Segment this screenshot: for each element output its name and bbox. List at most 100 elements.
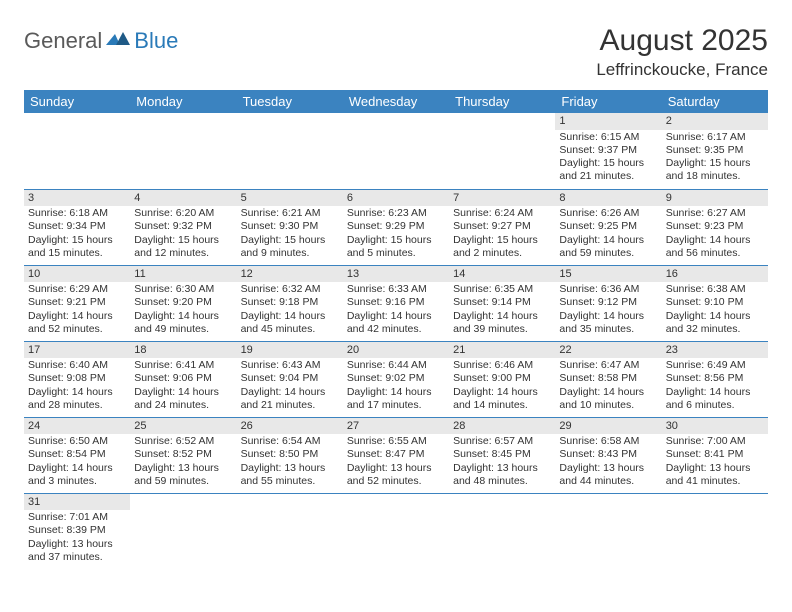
calendar-row: 3Sunrise: 6:18 AMSunset: 9:34 PMDaylight… [24,189,768,265]
day-detail-line: Daylight: 15 hours [241,234,339,247]
day-number: 17 [24,342,130,359]
logo-text-2: Blue [134,28,178,54]
day-detail-line: Sunrise: 6:15 AM [559,131,657,144]
day-detail-line: Sunrise: 6:49 AM [666,359,764,372]
day-detail-line: Sunrise: 6:30 AM [134,283,232,296]
day-detail-line: Sunset: 9:02 PM [347,372,445,385]
day-detail-line: Sunrise: 7:01 AM [28,511,126,524]
day-detail-line: Daylight: 14 hours [134,310,232,323]
day-number: 22 [555,342,661,359]
day-detail-line: and 35 minutes. [559,323,657,336]
calendar-cell: 23Sunrise: 6:49 AMSunset: 8:56 PMDayligh… [662,341,768,417]
day-detail-line: Daylight: 13 hours [453,462,551,475]
day-detail-line: Sunset: 9:34 PM [28,220,126,233]
calendar-cell: 3Sunrise: 6:18 AMSunset: 9:34 PMDaylight… [24,189,130,265]
day-number: 29 [555,418,661,435]
calendar-row: 17Sunrise: 6:40 AMSunset: 9:08 PMDayligh… [24,341,768,417]
day-header: Tuesday [237,90,343,113]
day-number: 21 [449,342,555,359]
day-detail-line: and 59 minutes. [559,247,657,260]
calendar-cell: 16Sunrise: 6:38 AMSunset: 9:10 PMDayligh… [662,265,768,341]
day-details: Sunrise: 6:36 AMSunset: 9:12 PMDaylight:… [555,282,661,338]
day-detail-line: Sunrise: 6:52 AM [134,435,232,448]
day-detail-line: and 52 minutes. [347,475,445,488]
header: General Blue August 2025 Leffrinckoucke,… [24,24,768,80]
day-number: 26 [237,418,343,435]
day-details: Sunrise: 6:17 AMSunset: 9:35 PMDaylight:… [662,130,768,186]
calendar-cell [449,113,555,189]
day-detail-line: Sunrise: 6:23 AM [347,207,445,220]
day-number: 25 [130,418,236,435]
day-detail-line: and 17 minutes. [347,399,445,412]
day-detail-line: Sunset: 8:41 PM [666,448,764,461]
day-detail-line: Daylight: 14 hours [666,386,764,399]
calendar-cell [237,113,343,189]
day-details: Sunrise: 6:15 AMSunset: 9:37 PMDaylight:… [555,130,661,186]
day-number: 9 [662,190,768,207]
day-detail-line: and 55 minutes. [241,475,339,488]
calendar-row: 1Sunrise: 6:15 AMSunset: 9:37 PMDaylight… [24,113,768,189]
calendar-cell: 6Sunrise: 6:23 AMSunset: 9:29 PMDaylight… [343,189,449,265]
day-detail-line: Sunrise: 6:20 AM [134,207,232,220]
day-details: Sunrise: 6:24 AMSunset: 9:27 PMDaylight:… [449,206,555,262]
day-detail-line: Sunrise: 6:54 AM [241,435,339,448]
day-detail-line: Sunrise: 6:57 AM [453,435,551,448]
day-details: Sunrise: 6:47 AMSunset: 8:58 PMDaylight:… [555,358,661,414]
day-detail-line: Sunset: 9:37 PM [559,144,657,157]
day-detail-line: Sunset: 9:23 PM [666,220,764,233]
day-detail-line: Sunset: 9:25 PM [559,220,657,233]
day-detail-line: Sunset: 8:58 PM [559,372,657,385]
day-detail-line: Daylight: 15 hours [134,234,232,247]
day-header: Sunday [24,90,130,113]
calendar-cell: 25Sunrise: 6:52 AMSunset: 8:52 PMDayligh… [130,417,236,493]
day-detail-line: Sunrise: 6:18 AM [28,207,126,220]
day-detail-line: and 42 minutes. [347,323,445,336]
day-detail-line: and 48 minutes. [453,475,551,488]
day-detail-line: Sunset: 9:32 PM [134,220,232,233]
day-details: Sunrise: 6:21 AMSunset: 9:30 PMDaylight:… [237,206,343,262]
day-number: 8 [555,190,661,207]
day-detail-line: and 10 minutes. [559,399,657,412]
day-detail-line: Daylight: 15 hours [559,157,657,170]
day-number: 6 [343,190,449,207]
calendar-cell: 30Sunrise: 7:00 AMSunset: 8:41 PMDayligh… [662,417,768,493]
calendar-cell: 1Sunrise: 6:15 AMSunset: 9:37 PMDaylight… [555,113,661,189]
day-number: 1 [555,113,661,130]
day-detail-line: Sunrise: 6:32 AM [241,283,339,296]
day-details: Sunrise: 6:29 AMSunset: 9:21 PMDaylight:… [24,282,130,338]
day-detail-line: Sunrise: 6:35 AM [453,283,551,296]
day-details: Sunrise: 6:30 AMSunset: 9:20 PMDaylight:… [130,282,236,338]
day-detail-line: Daylight: 14 hours [559,310,657,323]
day-detail-line: Daylight: 15 hours [453,234,551,247]
calendar-cell: 24Sunrise: 6:50 AMSunset: 8:54 PMDayligh… [24,417,130,493]
day-detail-line: Sunset: 8:50 PM [241,448,339,461]
day-number: 19 [237,342,343,359]
day-detail-line: Sunset: 8:56 PM [666,372,764,385]
day-details: Sunrise: 6:43 AMSunset: 9:04 PMDaylight:… [237,358,343,414]
calendar-cell: 20Sunrise: 6:44 AMSunset: 9:02 PMDayligh… [343,341,449,417]
day-detail-line: Sunrise: 6:44 AM [347,359,445,372]
day-detail-line: Sunrise: 7:00 AM [666,435,764,448]
day-number: 10 [24,266,130,283]
calendar-cell: 5Sunrise: 6:21 AMSunset: 9:30 PMDaylight… [237,189,343,265]
day-detail-line: Daylight: 15 hours [347,234,445,247]
calendar-cell [343,493,449,569]
calendar-cell: 2Sunrise: 6:17 AMSunset: 9:35 PMDaylight… [662,113,768,189]
calendar-cell: 27Sunrise: 6:55 AMSunset: 8:47 PMDayligh… [343,417,449,493]
day-detail-line: Sunrise: 6:46 AM [453,359,551,372]
day-detail-line: Sunrise: 6:33 AM [347,283,445,296]
day-detail-line: Sunset: 9:08 PM [28,372,126,385]
day-detail-line: Daylight: 15 hours [666,157,764,170]
day-details: Sunrise: 6:18 AMSunset: 9:34 PMDaylight:… [24,206,130,262]
day-detail-line: Daylight: 14 hours [559,234,657,247]
day-details: Sunrise: 7:00 AMSunset: 8:41 PMDaylight:… [662,434,768,490]
day-detail-line: Daylight: 14 hours [28,462,126,475]
day-detail-line: Sunrise: 6:27 AM [666,207,764,220]
day-details: Sunrise: 6:58 AMSunset: 8:43 PMDaylight:… [555,434,661,490]
day-detail-line: Sunrise: 6:17 AM [666,131,764,144]
day-detail-line: and 45 minutes. [241,323,339,336]
day-header: Wednesday [343,90,449,113]
day-number: 3 [24,190,130,207]
day-detail-line: Sunset: 9:00 PM [453,372,551,385]
day-detail-line: and 18 minutes. [666,170,764,183]
